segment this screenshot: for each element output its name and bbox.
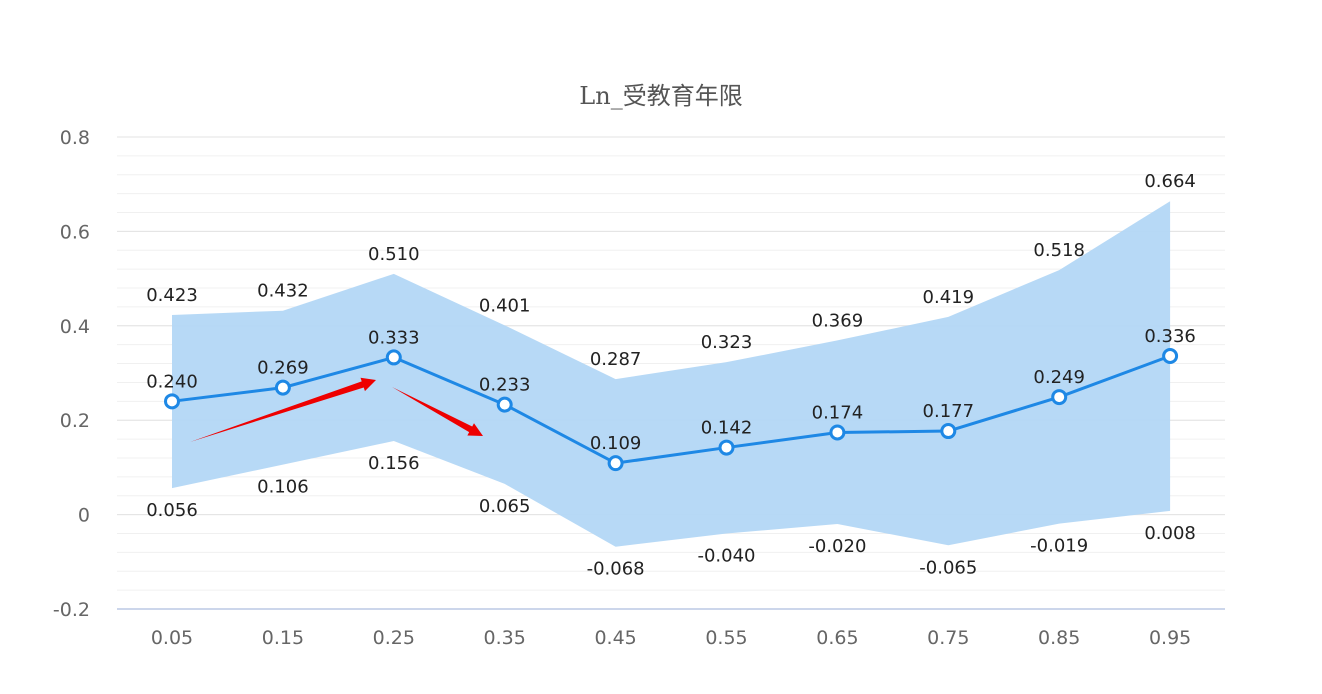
- x-tick-label: 0.05: [151, 627, 193, 649]
- x-tick-label: 0.25: [373, 627, 415, 649]
- lower-bound-data-label: -0.020: [808, 536, 866, 557]
- y-tick-label: 0.8: [60, 127, 90, 149]
- estimate-data-label: 0.269: [257, 358, 309, 379]
- decrease-arrow-annotation: [392, 387, 483, 436]
- lower-bound-data-label: 0.156: [368, 453, 420, 474]
- estimate-data-label: 0.177: [923, 401, 975, 422]
- estimate-point: [164, 393, 180, 410]
- estimate-data-label: 0.109: [590, 433, 642, 454]
- estimate-data-label: 0.333: [368, 327, 420, 348]
- x-tick-label: 0.35: [484, 627, 526, 649]
- estimate-point: [1051, 389, 1068, 406]
- x-tick-label: 0.95: [1149, 627, 1191, 649]
- estimate-data-label: 0.336: [1144, 326, 1196, 347]
- x-tick-label: 0.75: [927, 627, 969, 649]
- lower-bound-data-label: -0.068: [587, 559, 645, 580]
- estimate-point: [940, 423, 957, 440]
- estimate-point: [607, 455, 624, 472]
- y-tick-label: -0.2: [53, 599, 90, 621]
- estimate-point: [829, 424, 846, 441]
- x-tick-label: 0.55: [705, 627, 747, 649]
- x-tick-label: 0.85: [1038, 627, 1080, 649]
- upper-bound-data-label: 0.664: [1144, 171, 1196, 192]
- estimate-data-label: 0.142: [701, 418, 753, 439]
- estimate-point: [1162, 348, 1179, 365]
- estimate-point: [385, 349, 402, 366]
- lower-bound-data-label: 0.008: [1144, 523, 1196, 544]
- upper-bound-data-label: 0.419: [923, 287, 975, 308]
- upper-bound-data-label: 0.287: [590, 349, 642, 370]
- lower-bound-data-label: -0.065: [919, 557, 977, 578]
- estimate-data-label: 0.240: [146, 371, 198, 392]
- estimate-point: [274, 379, 291, 396]
- y-tick-label: 0.4: [60, 316, 90, 338]
- increase-arrow-annotation: [190, 377, 376, 442]
- lower-bound-data-label: -0.040: [697, 545, 755, 566]
- estimate-point: [496, 396, 513, 413]
- upper-bound-data-label: 0.518: [1033, 240, 1085, 261]
- y-tick-label: 0.6: [60, 221, 90, 243]
- estimate-line: [171, 354, 1171, 465]
- upper-bound-data-label: 0.323: [701, 332, 753, 353]
- estimate-data-label: 0.233: [479, 375, 531, 396]
- upper-bound-data-label: 0.510: [368, 244, 420, 265]
- estimate-data-label: 0.174: [812, 402, 864, 423]
- upper-bound-data-label: 0.369: [812, 310, 864, 331]
- x-tick-label: 0.65: [816, 627, 858, 649]
- x-tick-label: 0.15: [262, 627, 304, 649]
- upper-bound-data-label: 0.401: [479, 295, 531, 316]
- chart-title: Ln_受教育年限: [579, 82, 743, 110]
- lower-bound-data-label: 0.065: [479, 496, 531, 517]
- upper-bound-data-label: 0.432: [257, 281, 309, 302]
- confidence-band: [172, 201, 1171, 547]
- lower-bound-data-label: -0.019: [1030, 536, 1088, 557]
- lower-bound-data-label: 0.056: [146, 500, 198, 521]
- y-tick-label: 0: [78, 505, 90, 527]
- estimate-point: [718, 439, 735, 456]
- upper-bound-data-label: 0.423: [146, 285, 198, 306]
- y-tick-label: 0.2: [60, 410, 90, 432]
- estimate-data-label: 0.249: [1033, 367, 1085, 388]
- x-tick-label: 0.45: [594, 627, 636, 649]
- lower-bound-data-label: 0.106: [257, 477, 309, 498]
